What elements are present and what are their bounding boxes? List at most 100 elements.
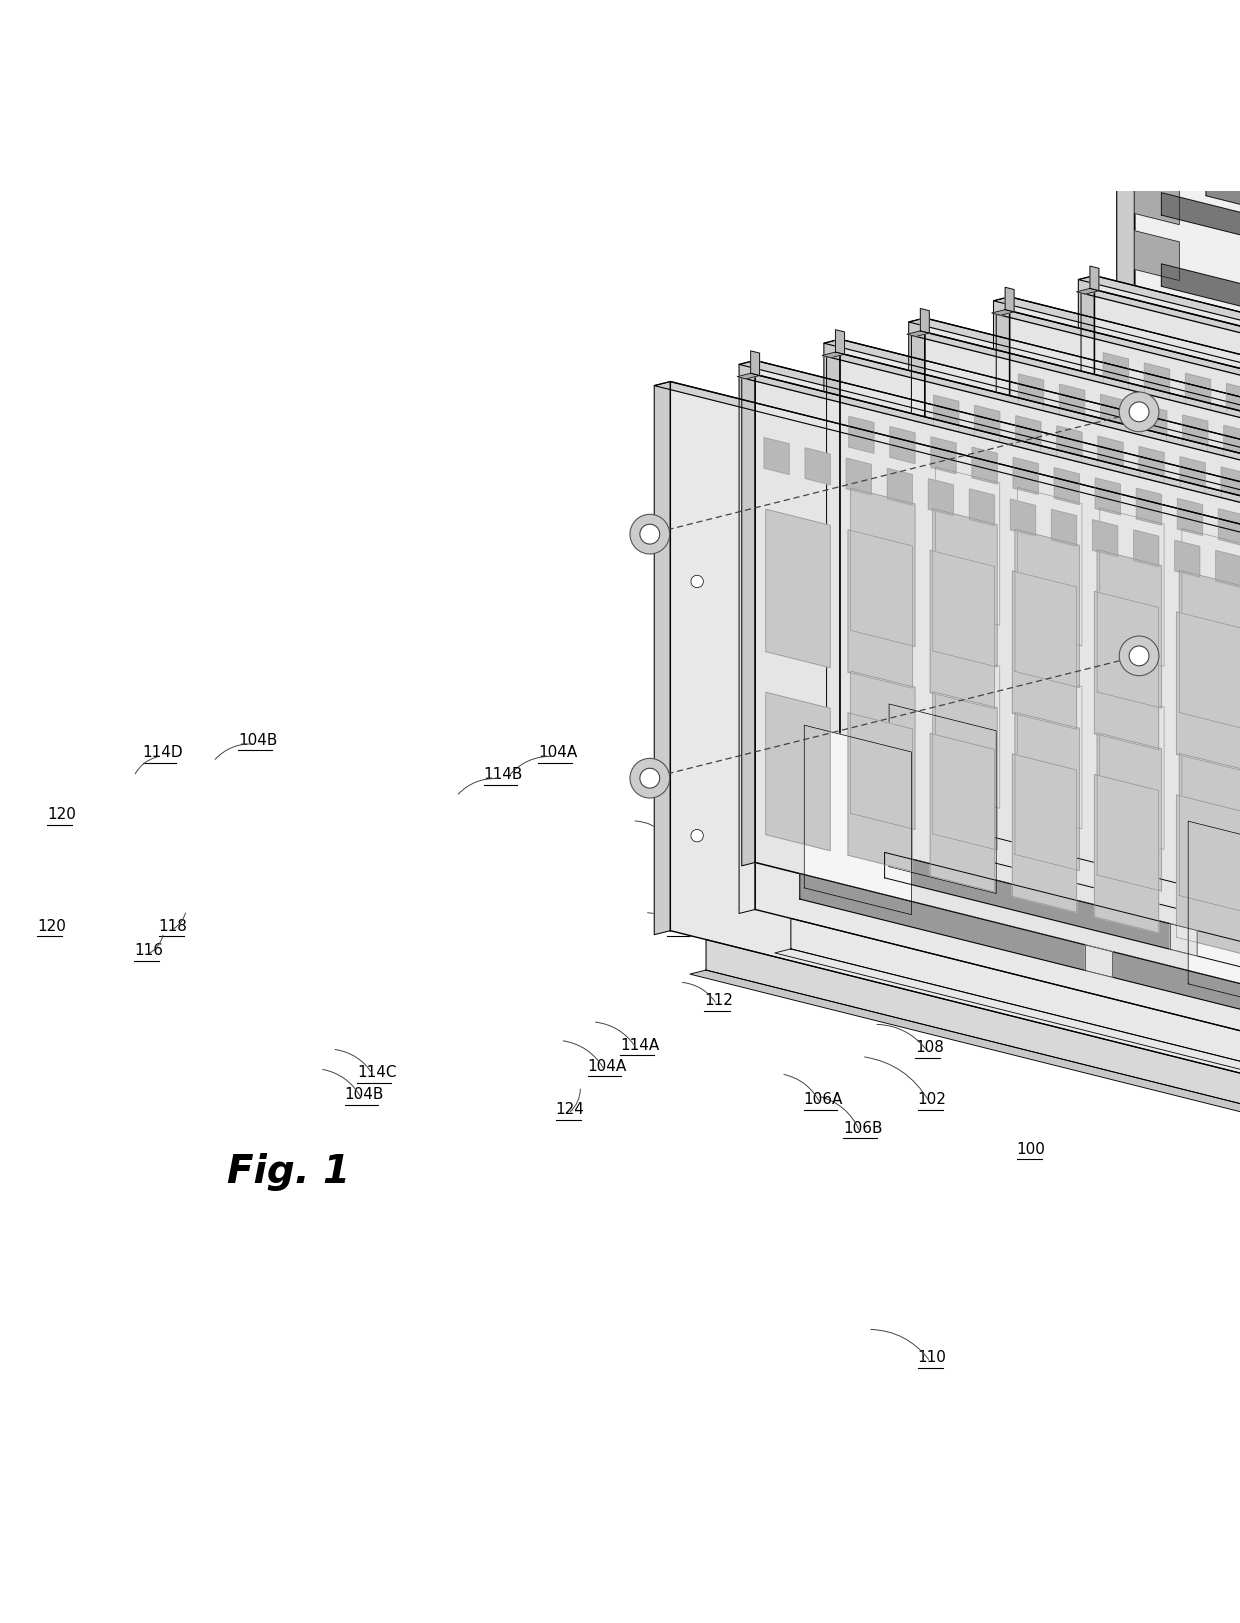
Polygon shape xyxy=(738,373,760,380)
Polygon shape xyxy=(1105,425,1169,584)
Circle shape xyxy=(861,534,873,545)
Polygon shape xyxy=(1079,276,1095,829)
Circle shape xyxy=(776,808,789,821)
Polygon shape xyxy=(859,928,1240,1097)
Polygon shape xyxy=(671,383,1240,1113)
Polygon shape xyxy=(1221,467,1240,505)
Text: 104A: 104A xyxy=(588,1058,627,1073)
Polygon shape xyxy=(848,531,913,688)
Polygon shape xyxy=(1006,289,1014,313)
Text: 110: 110 xyxy=(918,1349,946,1365)
Circle shape xyxy=(640,769,660,789)
Polygon shape xyxy=(1182,712,1240,870)
Polygon shape xyxy=(1060,385,1085,422)
Polygon shape xyxy=(1013,458,1038,495)
Polygon shape xyxy=(1135,623,1179,672)
Polygon shape xyxy=(849,417,874,454)
Polygon shape xyxy=(742,375,755,867)
Polygon shape xyxy=(1081,291,1240,467)
Polygon shape xyxy=(1056,427,1083,464)
Polygon shape xyxy=(875,898,1240,1094)
Polygon shape xyxy=(1140,448,1164,484)
Polygon shape xyxy=(1140,789,1240,966)
Circle shape xyxy=(630,514,670,555)
Polygon shape xyxy=(992,310,1014,316)
Polygon shape xyxy=(1076,289,1099,295)
Polygon shape xyxy=(742,375,1240,552)
Polygon shape xyxy=(851,672,915,829)
Polygon shape xyxy=(1135,511,1179,562)
Polygon shape xyxy=(906,331,929,338)
Polygon shape xyxy=(1101,396,1126,432)
Polygon shape xyxy=(890,427,915,464)
Text: 104B: 104B xyxy=(345,1086,384,1102)
Polygon shape xyxy=(1216,552,1240,588)
Polygon shape xyxy=(1130,834,1240,1029)
Text: 120: 120 xyxy=(1002,893,1030,909)
Polygon shape xyxy=(689,971,1240,1139)
Polygon shape xyxy=(1162,265,1240,342)
Polygon shape xyxy=(972,448,997,485)
Polygon shape xyxy=(931,438,956,474)
Polygon shape xyxy=(1102,649,1167,808)
Circle shape xyxy=(1030,492,1043,503)
Polygon shape xyxy=(1095,774,1158,933)
Polygon shape xyxy=(1009,297,1240,1029)
Polygon shape xyxy=(1188,821,1240,1011)
Polygon shape xyxy=(739,362,755,914)
Circle shape xyxy=(640,524,660,545)
Polygon shape xyxy=(805,725,911,915)
Polygon shape xyxy=(1011,500,1035,537)
Polygon shape xyxy=(1059,662,1166,852)
Circle shape xyxy=(630,760,670,799)
Polygon shape xyxy=(945,907,1240,1076)
Polygon shape xyxy=(1100,508,1164,667)
Circle shape xyxy=(861,787,873,800)
Polygon shape xyxy=(1097,734,1162,891)
Polygon shape xyxy=(823,339,1240,527)
Polygon shape xyxy=(805,448,830,485)
Polygon shape xyxy=(846,459,872,495)
Text: 122: 122 xyxy=(655,826,683,841)
Polygon shape xyxy=(1177,795,1240,954)
Circle shape xyxy=(1030,745,1043,758)
Polygon shape xyxy=(1207,146,1240,234)
Polygon shape xyxy=(1009,312,1240,974)
Polygon shape xyxy=(1018,670,1083,829)
Polygon shape xyxy=(932,510,997,667)
Polygon shape xyxy=(1016,529,1079,688)
Polygon shape xyxy=(935,467,999,626)
Polygon shape xyxy=(1100,691,1164,850)
Polygon shape xyxy=(1018,489,1083,646)
Circle shape xyxy=(1120,636,1159,677)
Polygon shape xyxy=(766,510,830,669)
Polygon shape xyxy=(800,875,1240,1052)
Circle shape xyxy=(691,829,703,842)
Polygon shape xyxy=(934,396,959,433)
Polygon shape xyxy=(1133,531,1158,568)
Polygon shape xyxy=(827,354,839,846)
Polygon shape xyxy=(764,438,789,476)
Polygon shape xyxy=(775,949,1240,1118)
Polygon shape xyxy=(1183,415,1208,453)
Text: 106B: 106B xyxy=(843,1120,883,1134)
Polygon shape xyxy=(1180,458,1205,495)
Polygon shape xyxy=(1016,417,1040,453)
Polygon shape xyxy=(839,354,1240,1016)
Polygon shape xyxy=(920,310,929,334)
Polygon shape xyxy=(911,333,1240,510)
Polygon shape xyxy=(1174,540,1200,578)
Polygon shape xyxy=(1179,571,1240,729)
Polygon shape xyxy=(827,354,1240,531)
Text: 104A: 104A xyxy=(538,745,578,760)
Polygon shape xyxy=(1021,446,1085,605)
Polygon shape xyxy=(929,479,954,516)
Text: 118: 118 xyxy=(159,919,187,933)
Text: 120: 120 xyxy=(37,919,66,933)
Polygon shape xyxy=(1185,375,1210,411)
Polygon shape xyxy=(1184,670,1240,829)
Polygon shape xyxy=(1054,810,1240,987)
Polygon shape xyxy=(970,831,1240,1010)
Polygon shape xyxy=(888,469,913,506)
Polygon shape xyxy=(1135,454,1179,505)
